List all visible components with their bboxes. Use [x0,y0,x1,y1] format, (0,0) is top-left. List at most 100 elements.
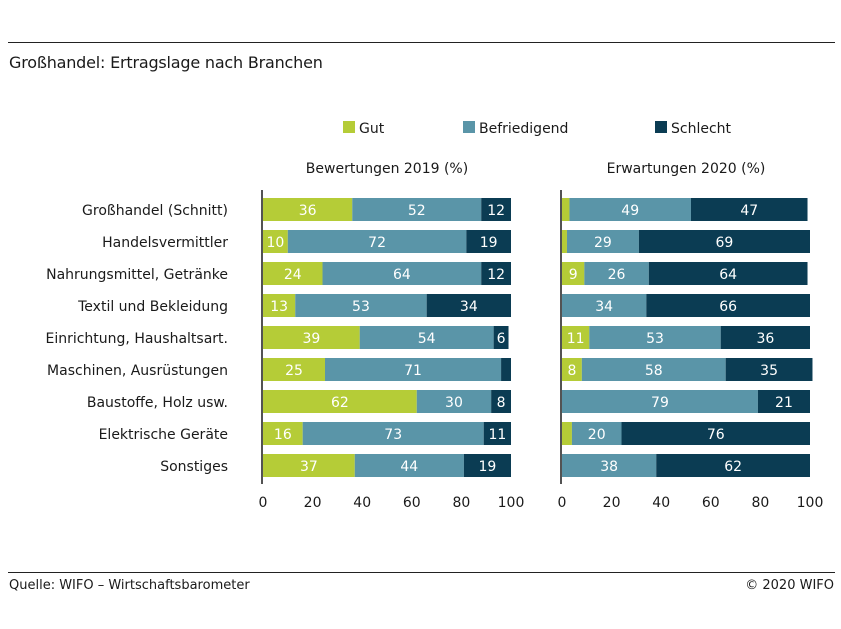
bar-p2-schlecht-nahrungsmittel-getraenke [648,262,808,285]
bar-p2-befriedigend-maschinen-ausruestungen [581,358,726,381]
bar-p2-gut-nahrungsmittel-getraenke [562,262,585,285]
bar-p1-schlecht-baustoffe-holz-usw [491,390,511,413]
bar-p1-gut-einrichtung-haushaltsart [263,326,360,349]
data-label-p1-gut-grosshandel-schnitt: 36 [299,203,317,219]
data-label-p1-gut-sonstiges: 37 [300,459,318,475]
legend-label-gut: Gut [359,121,385,137]
data-label-p2-schlecht-sonstiges: 62 [724,459,742,475]
bar-p2-befriedigend-textil-und-bekleidung [562,294,647,317]
bar-p2-gut-handelsvermittler [562,230,567,253]
bottom-rule [8,572,835,573]
bar-p1-schlecht-nahrungsmittel-getraenke [481,262,511,285]
bar-p1-befriedigend-grosshandel-schnitt [352,198,482,221]
data-label-p1-schlecht-textil-und-bekleidung: 34 [460,299,478,315]
data-label-p1-befriedigend-maschinen-ausruestungen: 71 [404,363,422,379]
category-label-handelsvermittler: Handelsvermittler [102,235,228,251]
tick-label-p2-100: 100 [797,495,824,511]
data-label-p2-schlecht-textil-und-bekleidung: 66 [719,299,737,315]
tick-label-p1-20: 20 [304,495,322,511]
data-label-p2-schlecht-baustoffe-holz-usw: 21 [775,395,793,411]
bar-p1-befriedigend-elektrische-geraete [302,422,484,445]
data-label-p2-schlecht-maschinen-ausruestungen: 35 [760,363,778,379]
data-label-p1-befriedigend-nahrungsmittel-getraenke: 64 [393,267,411,283]
panel-title-1: Bewertungen 2019 (%) [306,161,468,177]
bar-p1-schlecht-sonstiges [463,454,511,477]
data-label-p1-gut-elektrische-geraete: 16 [274,427,292,443]
tick-label-p2-0: 0 [558,495,567,511]
data-label-p2-gut-nahrungsmittel-getraenke: 9 [569,267,578,283]
bar-p1-gut-textil-und-bekleidung [263,294,296,317]
bar-p2-befriedigend-elektrische-geraete [571,422,622,445]
bar-p1-schlecht-handelsvermittler [466,230,511,253]
category-label-elektrische-geraete: Elektrische Geräte [99,427,228,443]
tick-label-p1-60: 60 [403,495,421,511]
bar-p2-befriedigend-einrichtung-haushaltsart [589,326,721,349]
data-label-p1-schlecht-handelsvermittler: 19 [480,235,498,251]
tick-label-p2-60: 60 [702,495,720,511]
category-label-baustoffe-holz-usw: Baustoffe, Holz usw. [87,395,228,411]
bar-p1-befriedigend-maschinen-ausruestungen [325,358,502,381]
bar-p1-befriedigend-handelsvermittler [287,230,467,253]
bar-p2-befriedigend-nahrungsmittel-getraenke [584,262,649,285]
tick-label-p2-80: 80 [751,495,769,511]
category-label-maschinen-ausruestungen: Maschinen, Ausrüstungen [47,363,228,379]
bar-p1-schlecht-grosshandel-schnitt [481,198,511,221]
data-label-p1-befriedigend-einrichtung-haushaltsart: 54 [418,331,436,347]
data-label-p2-schlecht-elektrische-geraete: 76 [707,427,725,443]
chart-title: Großhandel: Ertragslage nach Branchen [9,53,323,72]
bar-p2-gut-grosshandel-schnitt [562,198,570,221]
bar-p1-gut-grosshandel-schnitt [263,198,353,221]
bar-p1-befriedigend-sonstiges [354,454,464,477]
bar-p2-gut-einrichtung-haushaltsart [562,326,590,349]
data-label-p1-gut-handelsvermittler: 10 [266,235,284,251]
category-label-nahrungsmittel-getraenke: Nahrungsmittel, Getränke [46,267,228,283]
bar-p2-gut-maschinen-ausruestungen [562,358,582,381]
data-label-p2-gut-einrichtung-haushaltsart: 11 [567,331,585,347]
legend-swatch-gut [343,121,355,133]
panel-title-2: Erwartungen 2020 (%) [607,161,766,177]
bar-p2-schlecht-elektrische-geraete [621,422,810,445]
data-label-p1-befriedigend-baustoffe-holz-usw: 30 [445,395,463,411]
bar-p2-schlecht-maschinen-ausruestungen [725,358,813,381]
data-label-p1-schlecht-nahrungsmittel-getraenke: 12 [487,267,505,283]
bar-p1-schlecht-einrichtung-haushaltsart [493,326,509,349]
top-rule [8,42,835,43]
data-label-p2-befriedigend-nahrungsmittel-getraenke: 26 [608,267,626,283]
data-label-p1-gut-einrichtung-haushaltsart: 39 [302,331,320,347]
bar-p2-befriedigend-sonstiges [562,454,657,477]
data-label-p1-schlecht-baustoffe-holz-usw: 8 [497,395,506,411]
data-label-p1-schlecht-sonstiges: 19 [479,459,497,475]
bar-p1-schlecht-maschinen-ausruestungen [501,358,511,381]
bar-p2-schlecht-textil-und-bekleidung [646,294,810,317]
data-label-p1-gut-nahrungsmittel-getraenke: 24 [284,267,302,283]
bar-p2-befriedigend-grosshandel-schnitt [569,198,691,221]
data-label-p1-gut-baustoffe-holz-usw: 62 [331,395,349,411]
tick-label-p2-40: 40 [652,495,670,511]
category-label-einrichtung-haushaltsart: Einrichtung, Haushaltsart. [45,331,228,347]
bar-p1-gut-baustoffe-holz-usw [263,390,417,413]
bar-p2-gut-elektrische-geraete [562,422,572,445]
bar-p2-schlecht-einrichtung-haushaltsart [720,326,810,349]
data-label-p2-befriedigend-sonstiges: 38 [600,459,618,475]
category-label-sonstiges: Sonstiges [160,459,228,475]
bar-p1-gut-sonstiges [263,454,355,477]
data-label-p2-schlecht-nahrungsmittel-getraenke: 64 [719,267,737,283]
data-label-p2-befriedigend-elektrische-geraete: 20 [588,427,606,443]
bar-p1-befriedigend-einrichtung-haushaltsart [359,326,494,349]
data-label-p1-schlecht-elektrische-geraete: 11 [488,427,506,443]
data-label-p2-befriedigend-maschinen-ausruestungen: 58 [645,363,663,379]
data-label-p1-schlecht-grosshandel-schnitt: 12 [487,203,505,219]
copyright-note: © 2020 WIFO [745,578,834,593]
data-label-p1-befriedigend-elektrische-geraete: 73 [384,427,402,443]
data-label-p2-befriedigend-textil-und-bekleidung: 34 [595,299,613,315]
data-label-p1-befriedigend-handelsvermittler: 72 [368,235,386,251]
bar-p1-schlecht-elektrische-geraete [483,422,511,445]
data-label-p1-befriedigend-textil-und-bekleidung: 53 [352,299,370,315]
bar-p2-schlecht-sonstiges [656,454,810,477]
data-label-p2-gut-maschinen-ausruestungen: 8 [567,363,576,379]
data-label-p1-gut-textil-und-bekleidung: 13 [270,299,288,315]
bar-p1-befriedigend-nahrungsmittel-getraenke [322,262,482,285]
tick-label-p1-40: 40 [353,495,371,511]
legend-label-befriedigend: Befriedigend [479,121,568,137]
